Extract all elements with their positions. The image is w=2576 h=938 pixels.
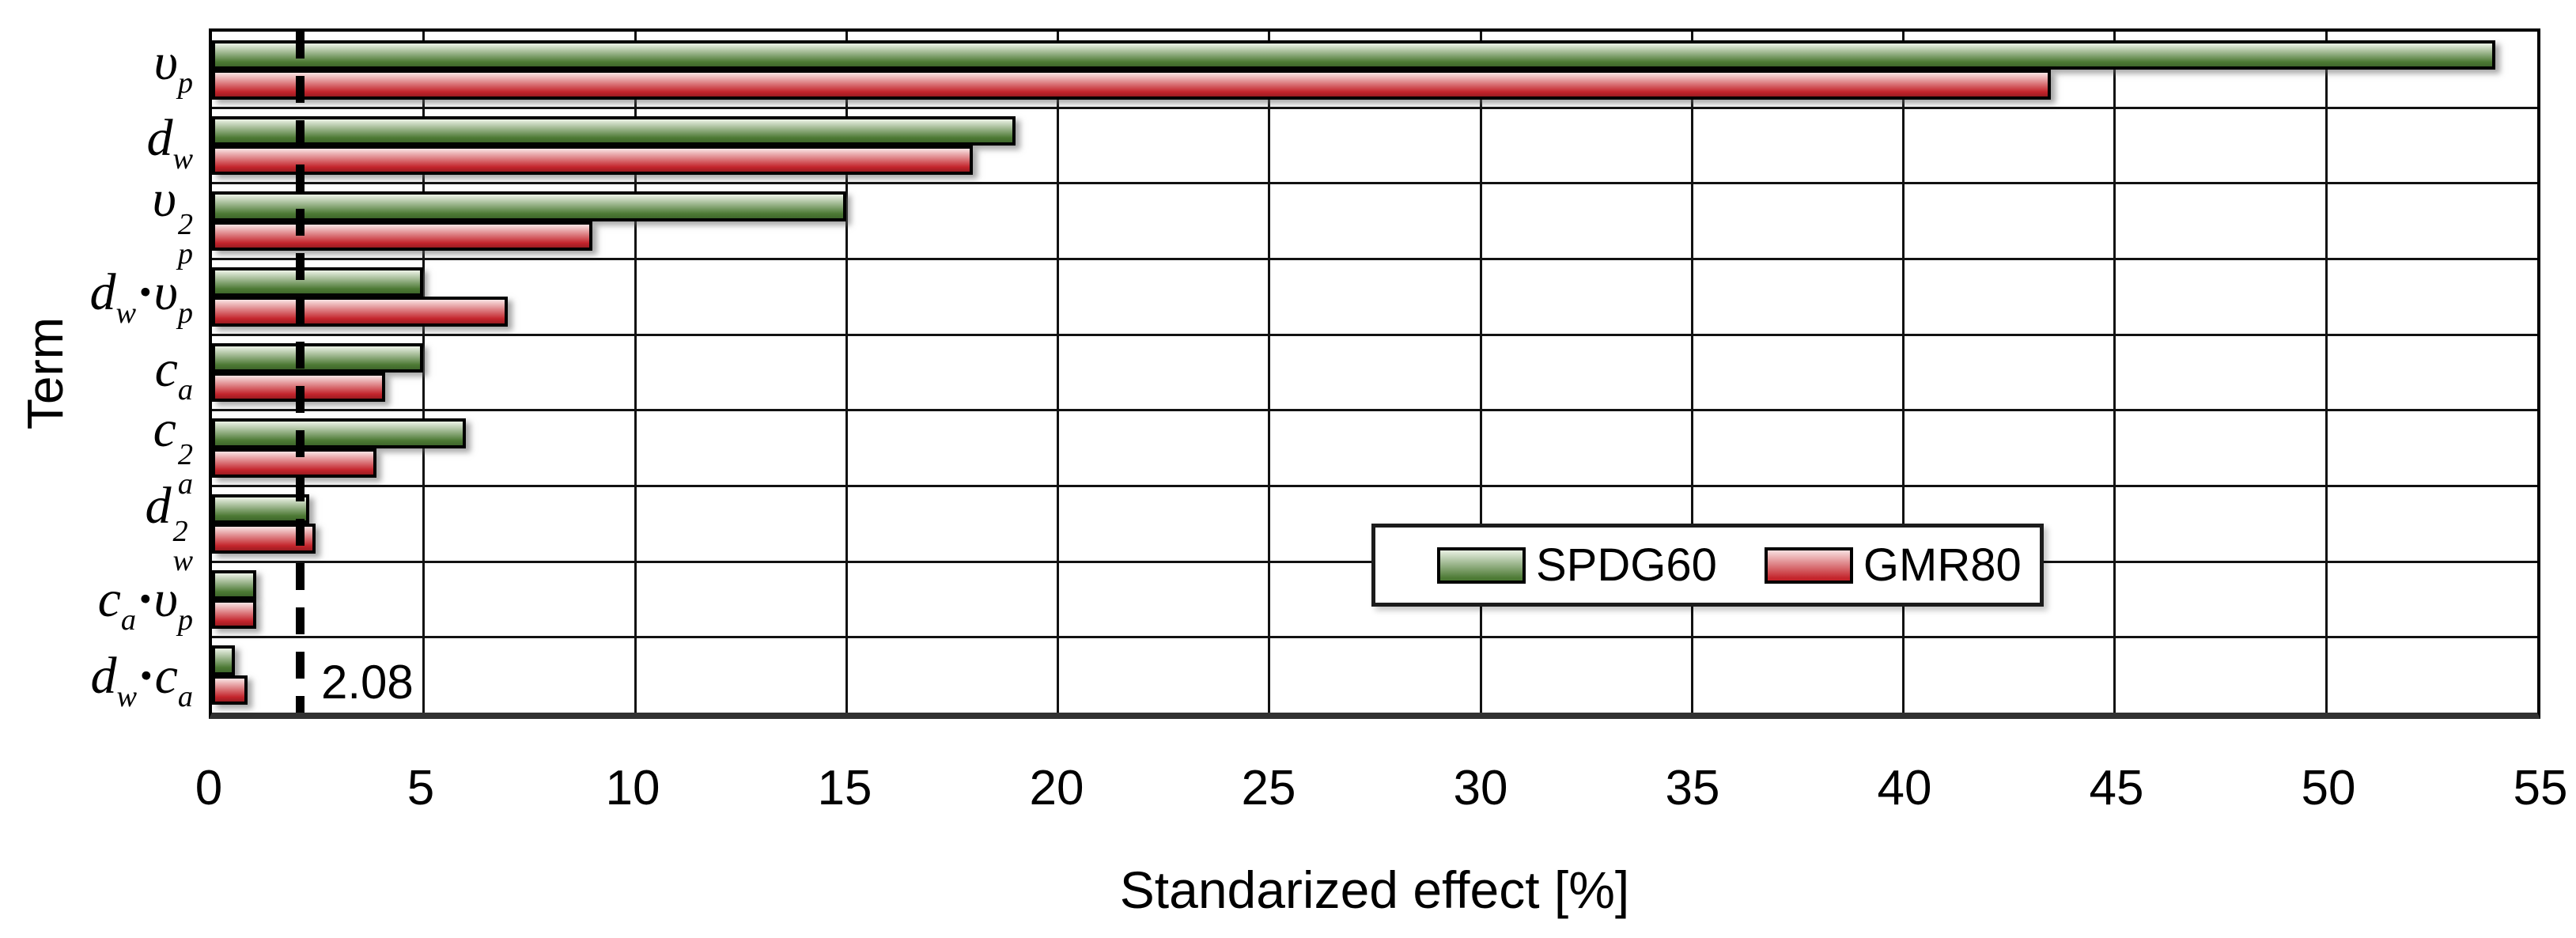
gridline-row-4 bbox=[212, 333, 2537, 336]
x-tick-20: 20 bbox=[1029, 761, 1084, 815]
gridline-x-45 bbox=[2113, 32, 2116, 713]
legend-entry-GMR80: GMR80 bbox=[1764, 539, 2022, 591]
x-tick-25: 25 bbox=[1241, 761, 1296, 815]
gridline-row-5 bbox=[212, 409, 2537, 412]
category-label-part: υ bbox=[153, 32, 178, 91]
category-label-part: d bbox=[89, 263, 116, 321]
legend: SPDG60 GMR80 bbox=[1371, 524, 2044, 607]
bar-GMR80-dw bbox=[212, 145, 974, 176]
x-tick-50: 50 bbox=[2301, 761, 2356, 815]
x-tick-0: 0 bbox=[195, 761, 223, 815]
gridline-x-30 bbox=[1479, 32, 1482, 713]
category-label-part: c bbox=[154, 646, 178, 705]
x-tick-55: 55 bbox=[2513, 761, 2568, 815]
bar-GMR80-υp bbox=[212, 70, 2052, 100]
category-subscript: p bbox=[177, 296, 193, 330]
plot-area: 2.08 SPDG60 GMR80 bbox=[209, 28, 2540, 719]
category-label-part: υ bbox=[152, 169, 176, 228]
category-subscript: a bbox=[177, 679, 193, 713]
category-label-dw: dw bbox=[146, 112, 193, 175]
legend-entry-SPDG60: SPDG60 bbox=[1437, 539, 1717, 591]
bar-SPDG60-dw·ca bbox=[212, 645, 236, 675]
gridline-x-50 bbox=[2324, 32, 2328, 713]
x-axis-ticks: 0 5 10 15 20 25 30 35 40 45 50 55 bbox=[195, 761, 2568, 824]
category-subscript: p bbox=[177, 603, 193, 637]
y-category-labels: υp dw υ 2 p dw·υp ca c 2 a d 2 w ca·υp dw·ca bbox=[0, 28, 198, 719]
bar-GMR80-υp2 bbox=[212, 221, 593, 251]
category-label-part: d bbox=[145, 476, 172, 535]
gridline-x-35 bbox=[1690, 32, 1693, 713]
category-subscript: w bbox=[172, 142, 193, 176]
bar-SPDG60-υp2 bbox=[212, 191, 846, 221]
bar-GMR80-ca2 bbox=[212, 448, 377, 478]
reference-line-label: 2.08 bbox=[320, 659, 418, 706]
category-subscript: w bbox=[116, 679, 138, 713]
category-label-dw·υp: dw·υp bbox=[90, 266, 193, 328]
category-subscript: p bbox=[177, 66, 193, 100]
bar-SPDG60-ca bbox=[212, 342, 424, 373]
category-label-part: c bbox=[153, 399, 176, 458]
bar-SPDG60-dw2 bbox=[212, 494, 309, 524]
bar-SPDG60-υp bbox=[212, 40, 2495, 70]
bar-GMR80-dw·υp bbox=[212, 297, 509, 327]
category-label-part: c bbox=[154, 339, 178, 398]
category-label-part: · bbox=[138, 569, 152, 628]
gridline-x-40 bbox=[1902, 32, 1905, 713]
gridline-x-5 bbox=[422, 32, 426, 713]
category-subscript: a bbox=[120, 603, 137, 637]
x-axis-title: Standarized effect [%] bbox=[1119, 860, 1630, 919]
category-label-ca: ca bbox=[155, 342, 193, 405]
category-label-υp: υp bbox=[154, 36, 193, 98]
gridline-row-2 bbox=[212, 182, 2537, 185]
category-label-part: d bbox=[90, 646, 117, 705]
x-tick-5: 5 bbox=[407, 761, 435, 815]
category-label-part: c bbox=[97, 569, 121, 628]
gridline-x-20 bbox=[1057, 32, 1060, 713]
bar-SPDG60-ca2 bbox=[212, 418, 466, 448]
x-tick-45: 45 bbox=[2089, 761, 2144, 815]
category-subscript: a bbox=[177, 373, 193, 407]
gridline-row-3 bbox=[212, 257, 2537, 260]
bar-SPDG60-dw·υp bbox=[212, 267, 424, 297]
x-tick-40: 40 bbox=[1877, 761, 1932, 815]
x-tick-30: 30 bbox=[1453, 761, 1508, 815]
category-label-part: υ bbox=[153, 569, 178, 628]
bar-SPDG60-dw bbox=[212, 115, 1016, 146]
category-label-ca·υp: ca·υp bbox=[98, 573, 193, 635]
category-label-part: d bbox=[146, 109, 173, 168]
category-label-part: υ bbox=[153, 263, 178, 321]
reference-line bbox=[296, 32, 305, 713]
gridline-row-1 bbox=[212, 106, 2537, 109]
gridline-x-25 bbox=[1268, 32, 1271, 713]
gridline-x-10 bbox=[634, 32, 637, 713]
bar-SPDG60-ca·υp bbox=[212, 569, 257, 599]
gridline-x-15 bbox=[845, 32, 848, 713]
legend-label-GMR80: GMR80 bbox=[1863, 539, 2022, 591]
bar-GMR80-dw·ca bbox=[212, 675, 248, 705]
category-label-dw·ca: dw·ca bbox=[91, 649, 193, 712]
gridline-row-6 bbox=[212, 484, 2537, 487]
legend-label-SPDG60: SPDG60 bbox=[1536, 539, 1717, 591]
bar-GMR80-ca·υp bbox=[212, 599, 257, 630]
gridline-row-8 bbox=[212, 636, 2537, 639]
category-subscript: w bbox=[115, 296, 137, 330]
category-label-part: · bbox=[139, 646, 153, 705]
x-tick-15: 15 bbox=[817, 761, 872, 815]
legend-swatch-GMR80 bbox=[1764, 547, 1853, 584]
category-label-part: · bbox=[138, 263, 152, 321]
x-tick-10: 10 bbox=[605, 761, 660, 815]
legend-swatch-SPDG60 bbox=[1437, 547, 1526, 584]
x-tick-35: 35 bbox=[1665, 761, 1720, 815]
